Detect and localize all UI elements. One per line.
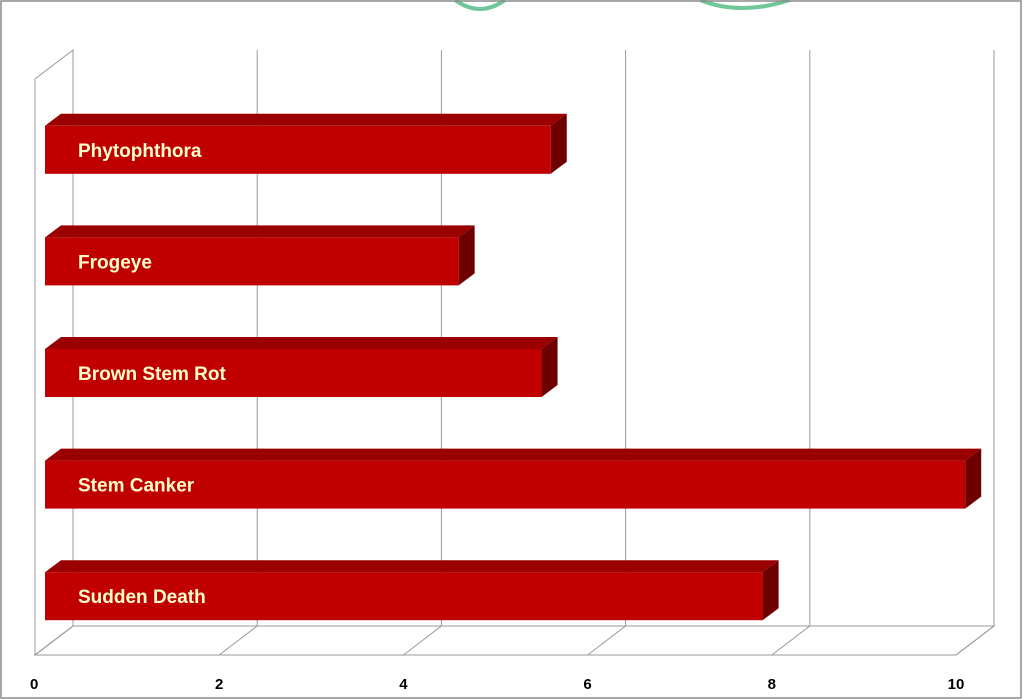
bar-side-face (550, 113, 567, 174)
bar-label: Stem Canker (78, 476, 195, 497)
floor (33, 625, 996, 656)
bar-brown-stem-rot: Brown Stem Rot (45, 337, 558, 397)
bar-front-face (45, 460, 966, 509)
top-decoration (453, 0, 791, 11)
floor-diagonal-0 (34, 625, 74, 656)
floor-diagonal-4 (403, 625, 442, 656)
bar-top-face (45, 225, 475, 238)
bar-phytophthora: Phytophthora (45, 113, 567, 174)
bar-sudden-death: Sudden Death (45, 560, 779, 621)
floor-diagonal-8 (771, 625, 811, 656)
bar-stem-canker: Stem Canker (45, 448, 982, 509)
bar-top-face (45, 113, 567, 126)
bar-label: Phytophthora (78, 141, 202, 162)
logo-arc-right (699, 0, 791, 10)
bar-label: Sudden Death (78, 587, 206, 608)
bars: Phytophthora Frogeye Brown Stem Rot Stem Ca… (45, 113, 982, 621)
floor-diagonal-2 (218, 625, 258, 656)
floor-diagonal-6 (587, 625, 626, 656)
floor-diagonal-10 (955, 625, 995, 656)
x-axis-tick-labels: 0 2 4 6 8 10 (30, 676, 964, 693)
bar-side-face (965, 448, 982, 509)
bar-top-face (45, 337, 558, 349)
bar-front-face (45, 237, 459, 286)
bar-front-face (45, 572, 763, 621)
bar-front-face (45, 125, 551, 174)
bar-label: Brown Stem Rot (78, 364, 226, 385)
x-tick-label: 6 (583, 676, 591, 693)
bar-front-face (45, 349, 542, 397)
bar-top-face (45, 560, 779, 573)
bar-label: Frogeye (78, 252, 152, 273)
x-tick-label: 0 (30, 676, 38, 693)
logo-arc-left (453, 0, 507, 11)
bar-side-face (762, 560, 779, 621)
bar-side-face (541, 337, 558, 397)
x-tick-label: 2 (215, 676, 223, 693)
x-tick-label: 8 (768, 676, 776, 693)
x-tick-label: 10 (948, 676, 965, 693)
bar-frogeye: Frogeye (45, 225, 475, 286)
x-tick-label: 4 (399, 676, 408, 693)
bar-top-face (45, 448, 982, 461)
bar-side-face (458, 225, 475, 286)
